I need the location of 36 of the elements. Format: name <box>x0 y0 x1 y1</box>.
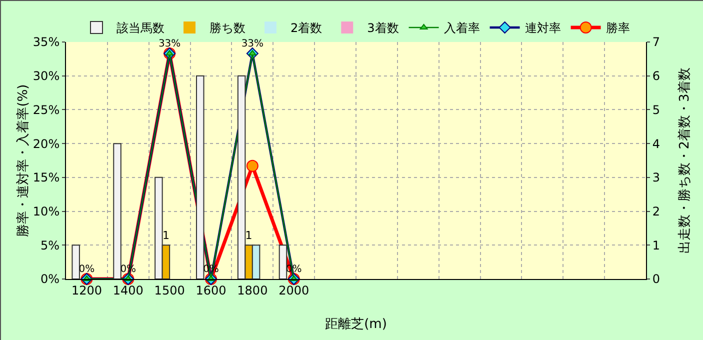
y2-tick-label: 1 <box>652 238 660 252</box>
legend-label: 勝ち数 <box>210 21 246 36</box>
y2-axis-title: 出走数・勝ち数・2着数・3着数 <box>676 68 692 254</box>
legend-label: 勝率 <box>606 21 630 36</box>
legend-label: 該当馬数 <box>116 21 164 36</box>
y2-tick-label: 0 <box>652 272 660 286</box>
x-axis-title: 距離芝(m) <box>325 317 387 332</box>
legend-label: 2着数 <box>290 21 322 36</box>
legend-label: 連対率 <box>524 21 561 36</box>
x-tick-label: 1800 <box>237 283 268 298</box>
y-tick-label: 30% <box>32 69 60 84</box>
y-tick-label: 0% <box>40 272 60 286</box>
y-axis-title: 勝率・連対率・入着率(%) <box>14 84 31 237</box>
y2-tick-label: 4 <box>652 136 660 151</box>
y2-tick-label: 3 <box>652 170 660 185</box>
data-label: 33% <box>241 38 264 50</box>
y2-tick-label: 5 <box>652 102 660 117</box>
x-tick-label: 1400 <box>112 283 144 298</box>
legend-label: 入着率 <box>444 21 480 36</box>
x-tick-label: 1200 <box>71 283 102 298</box>
data-label: 33% <box>158 38 181 50</box>
data-label: 1 <box>245 229 252 242</box>
y2-tick-label: 6 <box>652 69 660 84</box>
y-tick-label: 15% <box>32 170 60 185</box>
y2-tick-label: 2 <box>652 204 660 218</box>
data-label: 1 <box>162 229 170 242</box>
y-tick-label: 10% <box>32 204 60 218</box>
y-tick-label: 35% <box>32 35 60 50</box>
y-tick-label: 5% <box>40 238 60 252</box>
y-tick-label: 20% <box>32 136 60 151</box>
x-tick-label: 1500 <box>154 283 185 298</box>
x-tick-label: 1600 <box>196 283 226 298</box>
y-tick-label: 25% <box>32 102 60 117</box>
x-tick-label: 2000 <box>278 283 310 298</box>
y2-tick-label: 7 <box>652 35 660 50</box>
legend-label: 3着数 <box>367 21 399 36</box>
